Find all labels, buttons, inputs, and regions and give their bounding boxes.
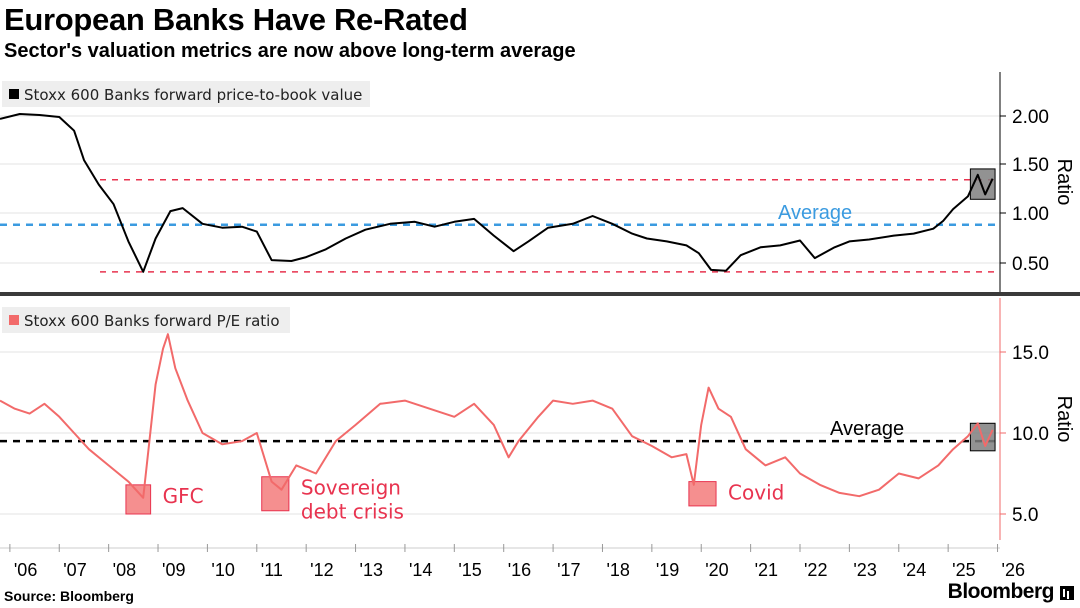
chart-title: European Banks Have Re-Rated (4, 2, 468, 37)
annotation-label: Sovereign (301, 476, 401, 500)
legend-swatch (9, 89, 19, 99)
x-tick-label: '24 (903, 560, 926, 580)
x-tick-label: '23 (853, 560, 876, 580)
annotation-box (125, 484, 152, 515)
x-tick-label: '26 (1002, 560, 1025, 580)
legend-box (2, 307, 290, 333)
legend-box (2, 81, 370, 107)
y-tick-label: 1.00 (1012, 204, 1049, 225)
y-tick-label: 15.0 (1012, 343, 1049, 364)
x-tick-label: '11 (261, 560, 283, 580)
x-tick-label: '13 (360, 560, 383, 580)
x-tick-label: '17 (557, 560, 580, 580)
x-tick-label: '16 (508, 560, 531, 580)
x-tick-label: '14 (409, 560, 432, 580)
legend-swatch (9, 315, 19, 325)
panel-background-0 (0, 72, 1000, 292)
annotation-label: Covid (728, 481, 784, 505)
brand-logo: Bloomberg (947, 580, 1055, 603)
x-tick-label: '10 (211, 560, 234, 580)
average-label: Average (778, 202, 852, 224)
y-axis-label: Ratio (1053, 396, 1075, 443)
annotation-label: debt crisis (301, 500, 404, 524)
annotation-label: GFC (163, 484, 204, 508)
x-tick-label: '20 (705, 560, 728, 580)
y-tick-label: 5.0 (1012, 505, 1038, 526)
y-axis-label: Ratio (1053, 159, 1075, 206)
x-tick-label: '18 (606, 560, 629, 580)
y-tick-label: 10.0 (1012, 424, 1049, 445)
series-line (0, 113, 994, 273)
legend-label: Stoxx 600 Banks forward P/E ratio (24, 312, 280, 330)
y-tick-label: 1.50 (1012, 155, 1049, 176)
x-tick-label: '08 (113, 560, 136, 580)
x-tick-label: '07 (63, 560, 86, 580)
x-tick-label: '19 (656, 560, 679, 580)
y-tick-label: 2.00 (1012, 107, 1049, 128)
source-note: Source: Bloomberg (4, 588, 134, 604)
x-tick-label: '06 (14, 560, 37, 580)
x-tick-label: '15 (458, 560, 481, 580)
panel-divider (0, 292, 1080, 296)
y-tick-label: 0.50 (1012, 254, 1049, 275)
annotation-box (261, 476, 290, 512)
bloomberg-icon (1060, 586, 1074, 600)
x-tick-label: '12 (310, 560, 333, 580)
legend-label: Stoxx 600 Banks forward price-to-book va… (24, 86, 362, 104)
x-tick-label: '09 (162, 560, 185, 580)
series-line (0, 333, 994, 499)
chart-subtitle: Sector's valuation metrics are now above… (4, 40, 576, 62)
average-label: Average (830, 418, 904, 440)
x-tick-label: '25 (952, 560, 975, 580)
x-tick-label: '21 (755, 560, 778, 580)
x-tick-label: '22 (804, 560, 827, 580)
